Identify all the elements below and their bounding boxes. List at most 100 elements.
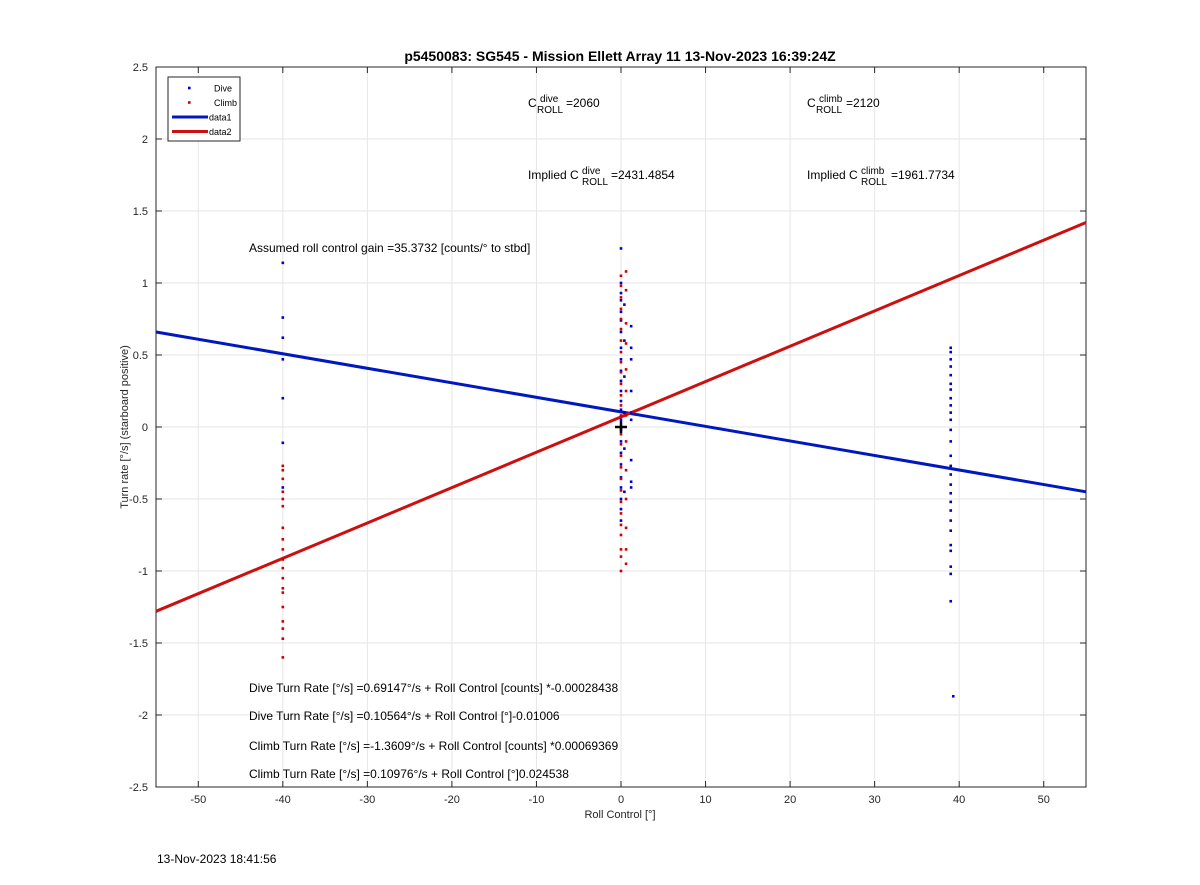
climb-point	[619, 274, 623, 278]
dive-point	[949, 473, 953, 476]
climb-point	[281, 548, 285, 551]
y-axis-label: Turn rate [°/s] (starboard positive)	[119, 345, 131, 509]
dive-point	[619, 379, 623, 383]
y-tick-label: 2	[142, 134, 148, 146]
x-axis-ticks: -50 -40 -30 -20 -10 0 10 20 30 40 50	[190, 67, 1050, 806]
implied-dive-sup: dive	[582, 166, 601, 177]
implied-dive-annotation: Implied C dive ROLL =2431.4854	[528, 163, 675, 188]
dive-point	[949, 388, 953, 391]
dive-point	[949, 599, 953, 603]
x-axis-label: Roll Control [°]	[584, 809, 655, 821]
legend-label-dive: Dive	[214, 84, 232, 94]
dive-point	[281, 396, 285, 400]
implied-climb-sub: ROLL	[861, 177, 888, 188]
y-tick-label: -1.5	[129, 638, 148, 650]
dive-point	[629, 324, 633, 328]
equation-dive-counts: Dive Turn Rate [°/s] =0.69147°/s + Roll …	[249, 681, 618, 695]
dive-point	[619, 247, 623, 250]
dive-point	[949, 565, 953, 568]
c-climb-base: C	[807, 96, 816, 110]
dive-point	[949, 411, 953, 414]
dive-point	[629, 411, 633, 414]
climb-point	[281, 627, 285, 630]
climb-point	[619, 382, 623, 386]
x-tick-label: -30	[359, 794, 375, 806]
implied-climb-annotation: Implied C climb ROLL =1961.7734	[807, 163, 955, 188]
origin-marker	[615, 421, 627, 433]
climb-point	[619, 500, 623, 504]
dive-point	[949, 346, 953, 350]
legend-label-data1: data1	[209, 113, 232, 123]
climb-point	[619, 432, 623, 436]
dive-point	[949, 464, 953, 468]
climb-point	[619, 523, 623, 527]
dive-point	[949, 365, 953, 368]
x-tick-label: 20	[784, 794, 796, 806]
dive-point	[949, 350, 953, 354]
gain-annotation: Assumed roll control gain =35.3732 [coun…	[249, 241, 530, 255]
c-dive-value: =2060	[566, 96, 600, 110]
climb-point	[619, 442, 623, 446]
climb-point	[624, 322, 628, 325]
climb-point	[619, 339, 623, 342]
dive-point	[629, 486, 633, 489]
x-tick-label: 40	[953, 794, 965, 806]
dive-point	[629, 458, 633, 462]
dive-point	[949, 404, 953, 407]
climb-point	[619, 454, 623, 458]
dive-point	[623, 411, 626, 414]
dive-point	[619, 440, 623, 443]
dive-point	[619, 369, 623, 373]
y-tick-label: -2.5	[129, 782, 148, 794]
x-tick-label: -50	[190, 794, 206, 806]
dive-point	[949, 519, 953, 522]
fit-line-data2	[155, 221, 1087, 613]
climb-point	[281, 620, 285, 623]
dive-point	[619, 281, 623, 285]
climb-point	[619, 284, 623, 288]
legend-label-climb: Climb	[214, 98, 237, 108]
c-dive-base: C	[528, 96, 537, 110]
climb-point	[619, 370, 623, 374]
dive-point	[629, 418, 633, 422]
c-climb-annotation: C climb ROLL =2120	[807, 91, 880, 116]
y-axis-ticks: -2.5 -2 -1.5 -1 -0.5 0 0.5 1 1.5 2 2.5	[129, 62, 1086, 794]
dive-point	[619, 507, 623, 511]
dive-point	[619, 486, 623, 489]
dive-point	[281, 316, 285, 319]
y-tick-label: 0	[142, 422, 148, 434]
climb-point	[619, 296, 623, 299]
climb-point	[281, 605, 285, 609]
dive-point	[951, 694, 955, 698]
dive-point	[281, 486, 285, 489]
dive-point	[629, 480, 633, 484]
y-tick-label: 1	[142, 278, 148, 290]
x-tick-label: 50	[1038, 794, 1050, 806]
climb-point	[619, 327, 623, 331]
dive-point	[281, 441, 285, 445]
dive-point	[949, 549, 953, 553]
dive-point	[623, 447, 626, 450]
legend: Dive Climb data1 data2	[167, 76, 241, 142]
x-tick-label: 10	[699, 794, 711, 806]
y-tick-label: 2.5	[133, 62, 148, 74]
climb-point	[624, 548, 628, 551]
x-tick-label: -40	[275, 794, 291, 806]
dive-point	[949, 440, 953, 443]
equation-climb-degrees: Climb Turn Rate [°/s] =0.10976°/s + Roll…	[249, 767, 569, 781]
dive-point	[619, 358, 623, 361]
climb-point	[281, 566, 285, 570]
climb-point	[624, 562, 628, 566]
climb-point	[624, 368, 628, 371]
climb-point	[624, 342, 628, 345]
dive-point	[619, 418, 623, 422]
dive-point	[949, 572, 953, 576]
c-dive-sup: dive	[540, 94, 559, 105]
dive-point	[623, 339, 626, 342]
y-tick-label: -1	[138, 566, 148, 578]
implied-climb-prefix: Implied C	[807, 168, 858, 182]
climb-point	[619, 394, 623, 397]
implied-dive-prefix: Implied C	[528, 168, 579, 182]
dive-point	[949, 428, 953, 432]
